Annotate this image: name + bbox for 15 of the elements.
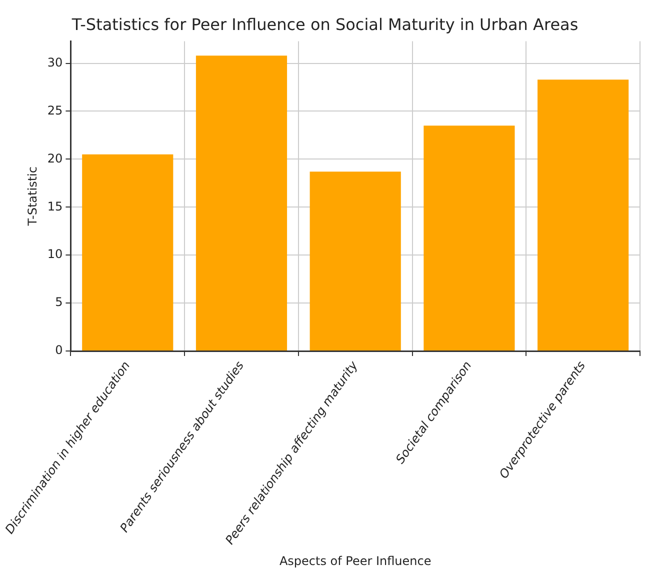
y-tick-label: 20 (47, 151, 63, 166)
y-tick-label: 5 (55, 295, 63, 310)
y-tick-label: 10 (47, 247, 63, 262)
y-tick-label: 25 (47, 103, 63, 118)
bar (538, 80, 629, 351)
y-axis-title: T-Statistic (25, 166, 40, 227)
bar (196, 56, 288, 351)
y-tick-label: 30 (47, 55, 63, 70)
bar (82, 154, 174, 351)
y-tick-label: 0 (55, 343, 63, 358)
y-tick-label: 15 (47, 199, 63, 214)
bar (424, 126, 515, 351)
x-axis-title: Aspects of Peer Influence (279, 554, 432, 568)
chart-title: T-Statistics for Peer Influence on Social Maturity in Urban Areas (70, 14, 578, 34)
bar (310, 172, 401, 351)
